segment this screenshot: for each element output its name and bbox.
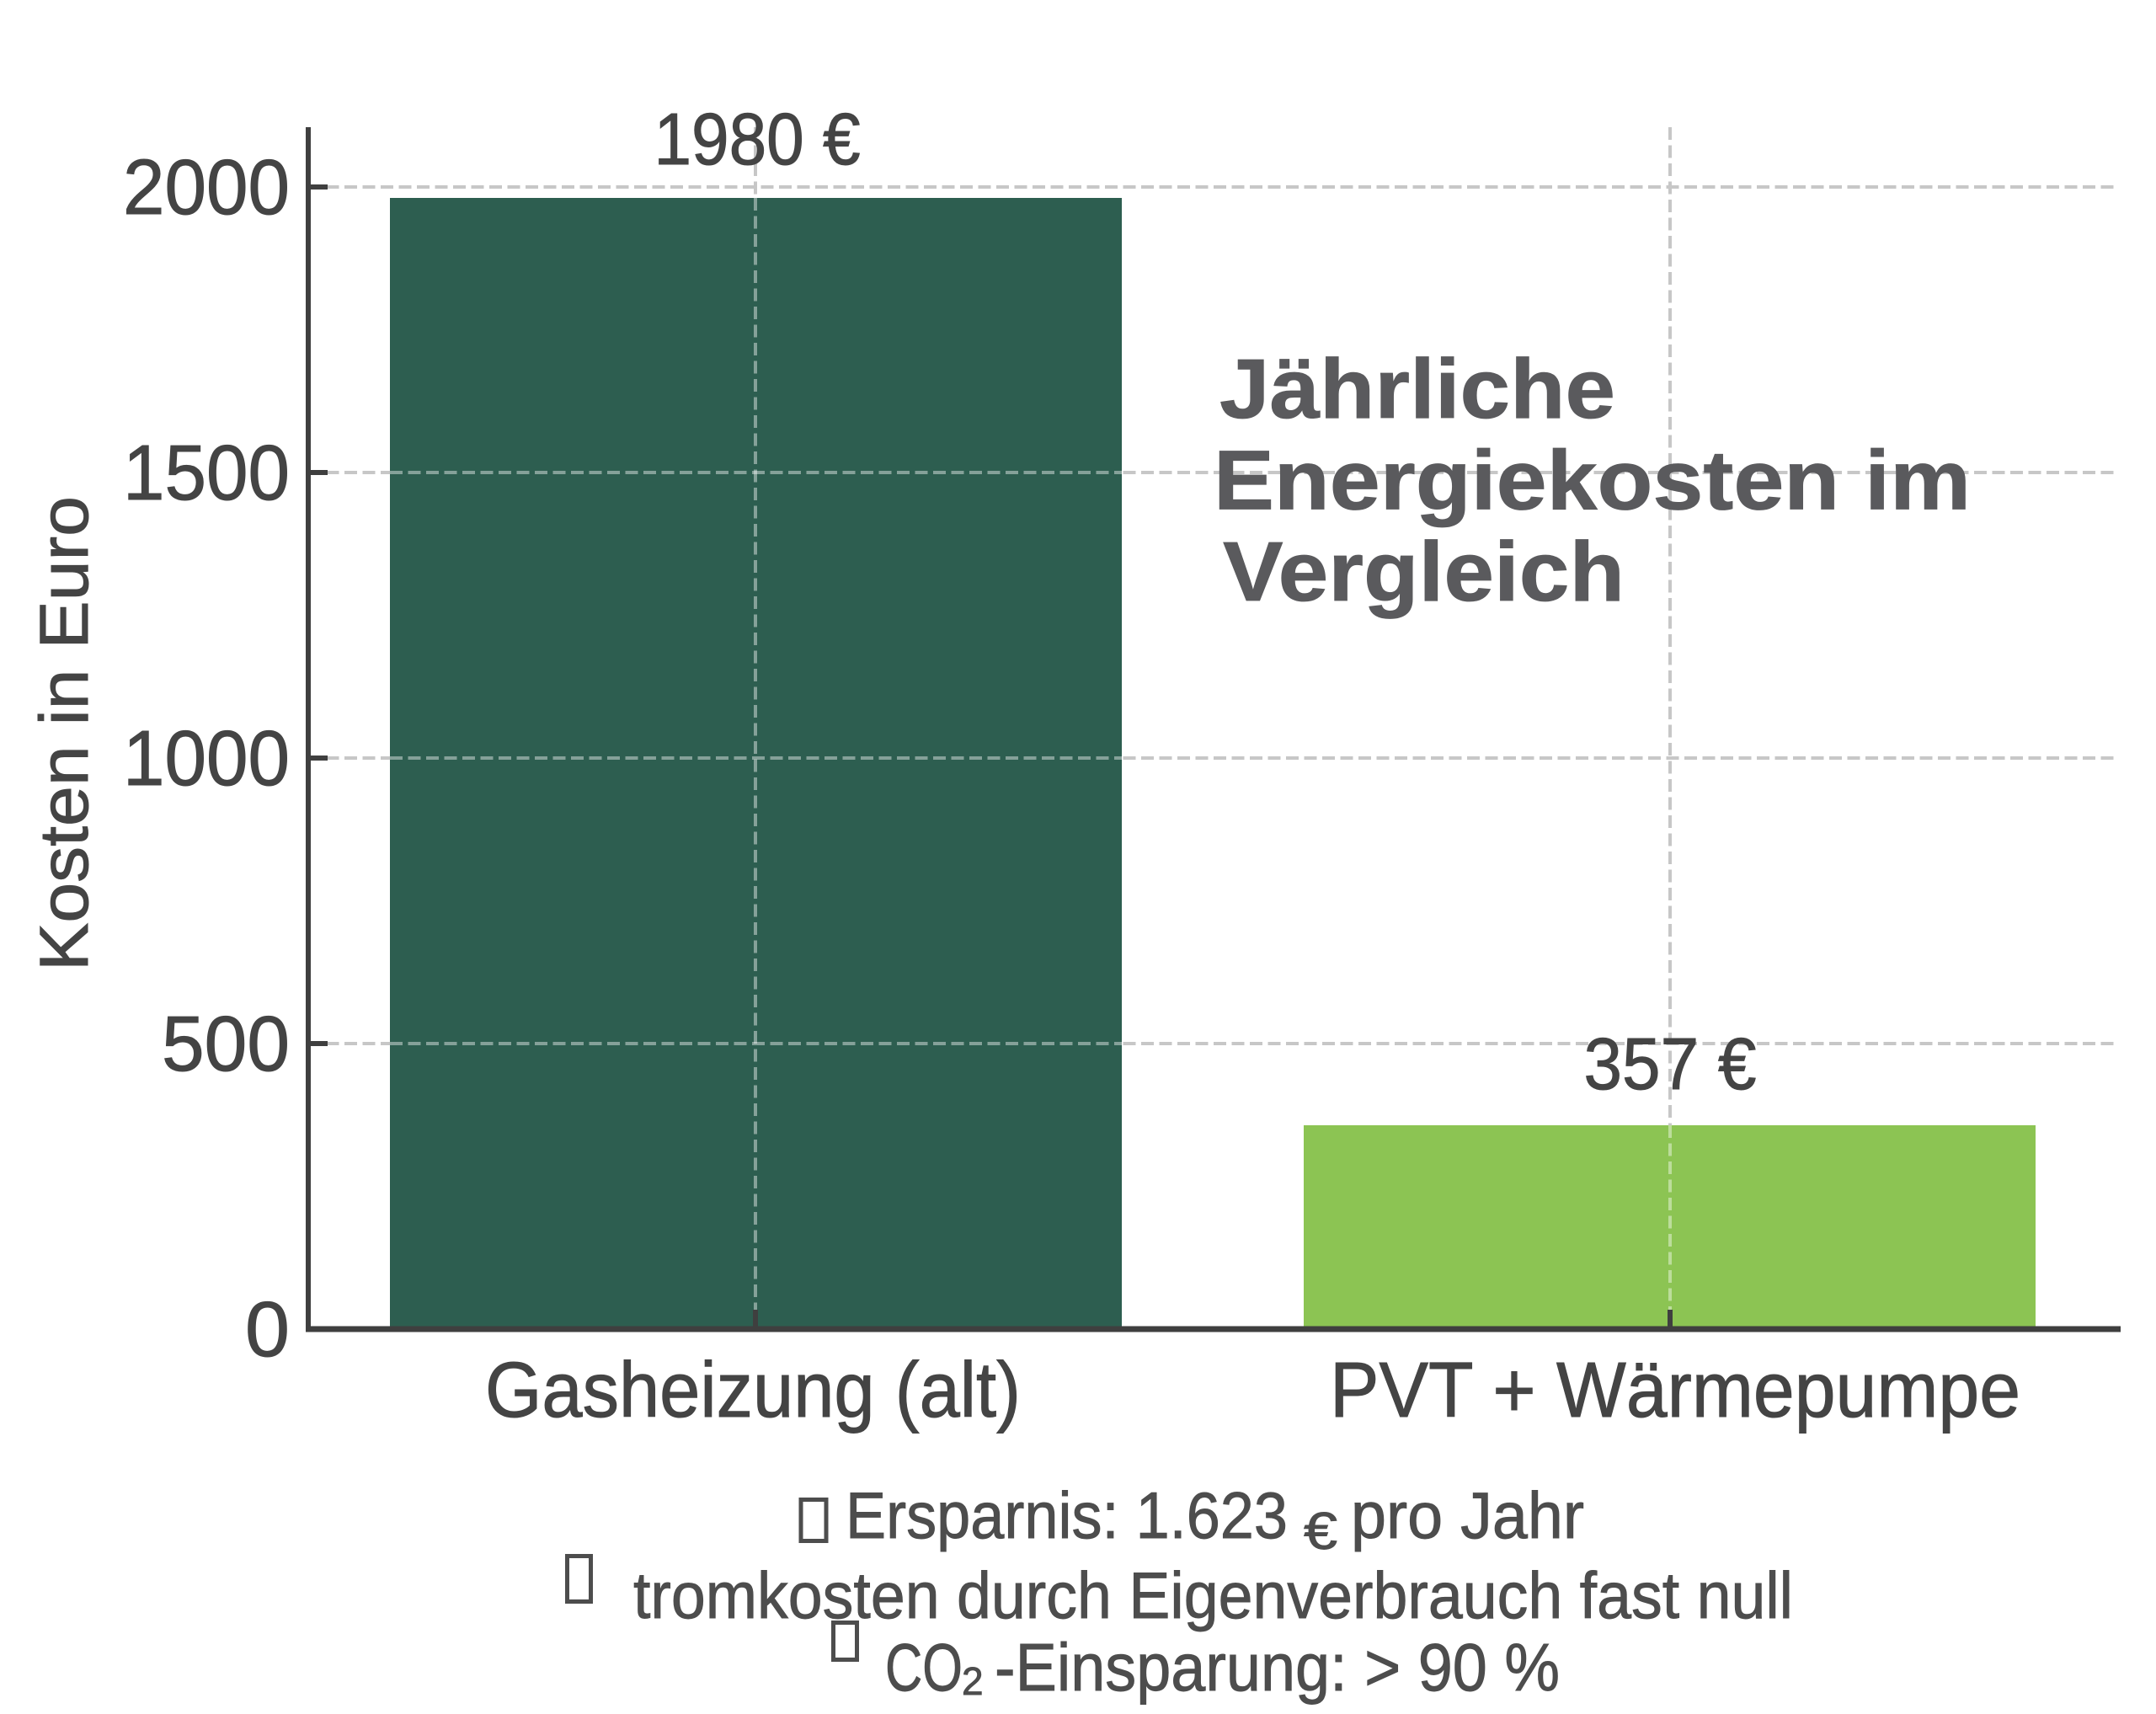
svg-text:CO: CO xyxy=(885,1630,963,1705)
svg-text:Energiekosten im: Energiekosten im xyxy=(1214,434,1971,528)
svg-text:500: 500 xyxy=(162,1000,290,1087)
svg-text:2000: 2000 xyxy=(123,143,290,231)
svg-text:Jährliche: Jährliche xyxy=(1219,342,1615,436)
svg-text:1980 €: 1980 € xyxy=(654,99,861,180)
svg-text:€: € xyxy=(1304,1503,1337,1561)
svg-text:1500: 1500 xyxy=(123,429,290,516)
svg-text:-Einsparung: > 90 %: -Einsparung: > 90 % xyxy=(995,1630,1560,1705)
svg-text:Ersparnis: 1.623: Ersparnis: 1.623 xyxy=(846,1478,1288,1552)
svg-text:PVT + Wärmepumpe: PVT + Wärmepumpe xyxy=(1330,1346,2020,1434)
svg-text:0: 0 xyxy=(245,1285,290,1373)
svg-text:1000: 1000 xyxy=(123,714,290,802)
svg-text:Kosten in Euro: Kosten in Euro xyxy=(26,496,103,971)
svg-text:Vergleich: Vergleich xyxy=(1223,525,1625,619)
svg-text:tromkosten durch Eigenverbrauc: tromkosten durch Eigenverbrauch fast nul… xyxy=(633,1558,1793,1632)
svg-text:357 €: 357 € xyxy=(1584,1023,1757,1105)
svg-text:2: 2 xyxy=(962,1659,984,1703)
svg-text:pro Jahr: pro Jahr xyxy=(1351,1478,1584,1552)
svg-text:Gasheizung (alt): Gasheizung (alt) xyxy=(485,1346,1021,1434)
